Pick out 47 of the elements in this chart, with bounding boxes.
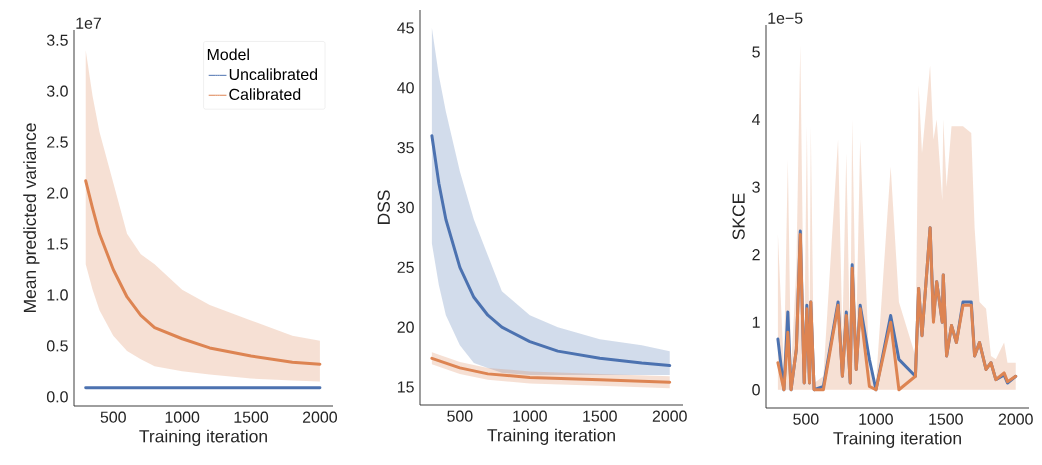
x-axis-title: Training iteration — [139, 429, 267, 446]
text: 1e7 — [76, 17, 101, 29]
y-tick-label: 20 — [397, 321, 414, 333]
x-tick-label: 1000 — [165, 411, 200, 423]
y-tick-label: 2.0 — [47, 187, 68, 199]
line-series — [84, 179, 322, 366]
x-tick-label: 1000 — [859, 413, 893, 425]
y-tick-label: 30 — [397, 201, 414, 214]
x-tick-label: 2000 — [302, 411, 337, 423]
line-series — [430, 134, 672, 367]
y-tick-label: 4 — [751, 114, 761, 126]
x-tick-label: 2000 — [652, 410, 687, 422]
legend-label: Uncalibrated — [229, 68, 318, 81]
y-tick-label: 3.0 — [46, 85, 68, 97]
y-tick-label: 35 — [397, 142, 414, 154]
x-tick-label: 1500 — [234, 411, 269, 423]
x-tick-label: 1500 — [929, 413, 963, 425]
x-axis-title: Training iteration — [833, 431, 961, 448]
y-tick-label: 3.5 — [46, 34, 68, 46]
y-tick-label: 15 — [397, 381, 414, 393]
y-tick-label: 3 — [752, 181, 760, 193]
x-tick-label: 2000 — [998, 413, 1033, 425]
y-tick-label: 25 — [397, 261, 414, 273]
x-axis-title: Training iteration — [487, 428, 615, 445]
y-tick-label: 0.5 — [46, 340, 68, 352]
y-tick-label: 1 — [752, 316, 760, 328]
y-tick-label: 1.0 — [47, 289, 68, 301]
y-tick-label: 2 — [752, 249, 760, 261]
y-tick-label: 45 — [397, 22, 414, 34]
y-tick-label: 0 — [752, 384, 760, 396]
x-tick-label: 1000 — [513, 410, 547, 422]
legend-label: Calibrated — [229, 88, 301, 100]
y-tick-label: 0.0 — [46, 391, 68, 403]
x-tick-label: 500 — [100, 411, 126, 423]
y-axis-title: Mean predicted variance — [23, 123, 40, 313]
line-series — [430, 356, 672, 384]
y-axis-title: DSS — [377, 190, 390, 224]
x-tick-label: 1500 — [583, 410, 617, 422]
y-tick-label: 5 — [752, 46, 760, 58]
y-tick-label: 1.5 — [47, 238, 68, 250]
y-axis-title: SKCE — [732, 193, 745, 240]
x-tick-label: 500 — [447, 410, 473, 422]
x-tick-label: 500 — [793, 413, 819, 425]
y-tick-label: 40 — [397, 82, 414, 94]
legend-title: Model — [207, 48, 249, 61]
y-tick-label: 2.5 — [47, 136, 68, 148]
text: 1e−5 — [768, 12, 803, 24]
